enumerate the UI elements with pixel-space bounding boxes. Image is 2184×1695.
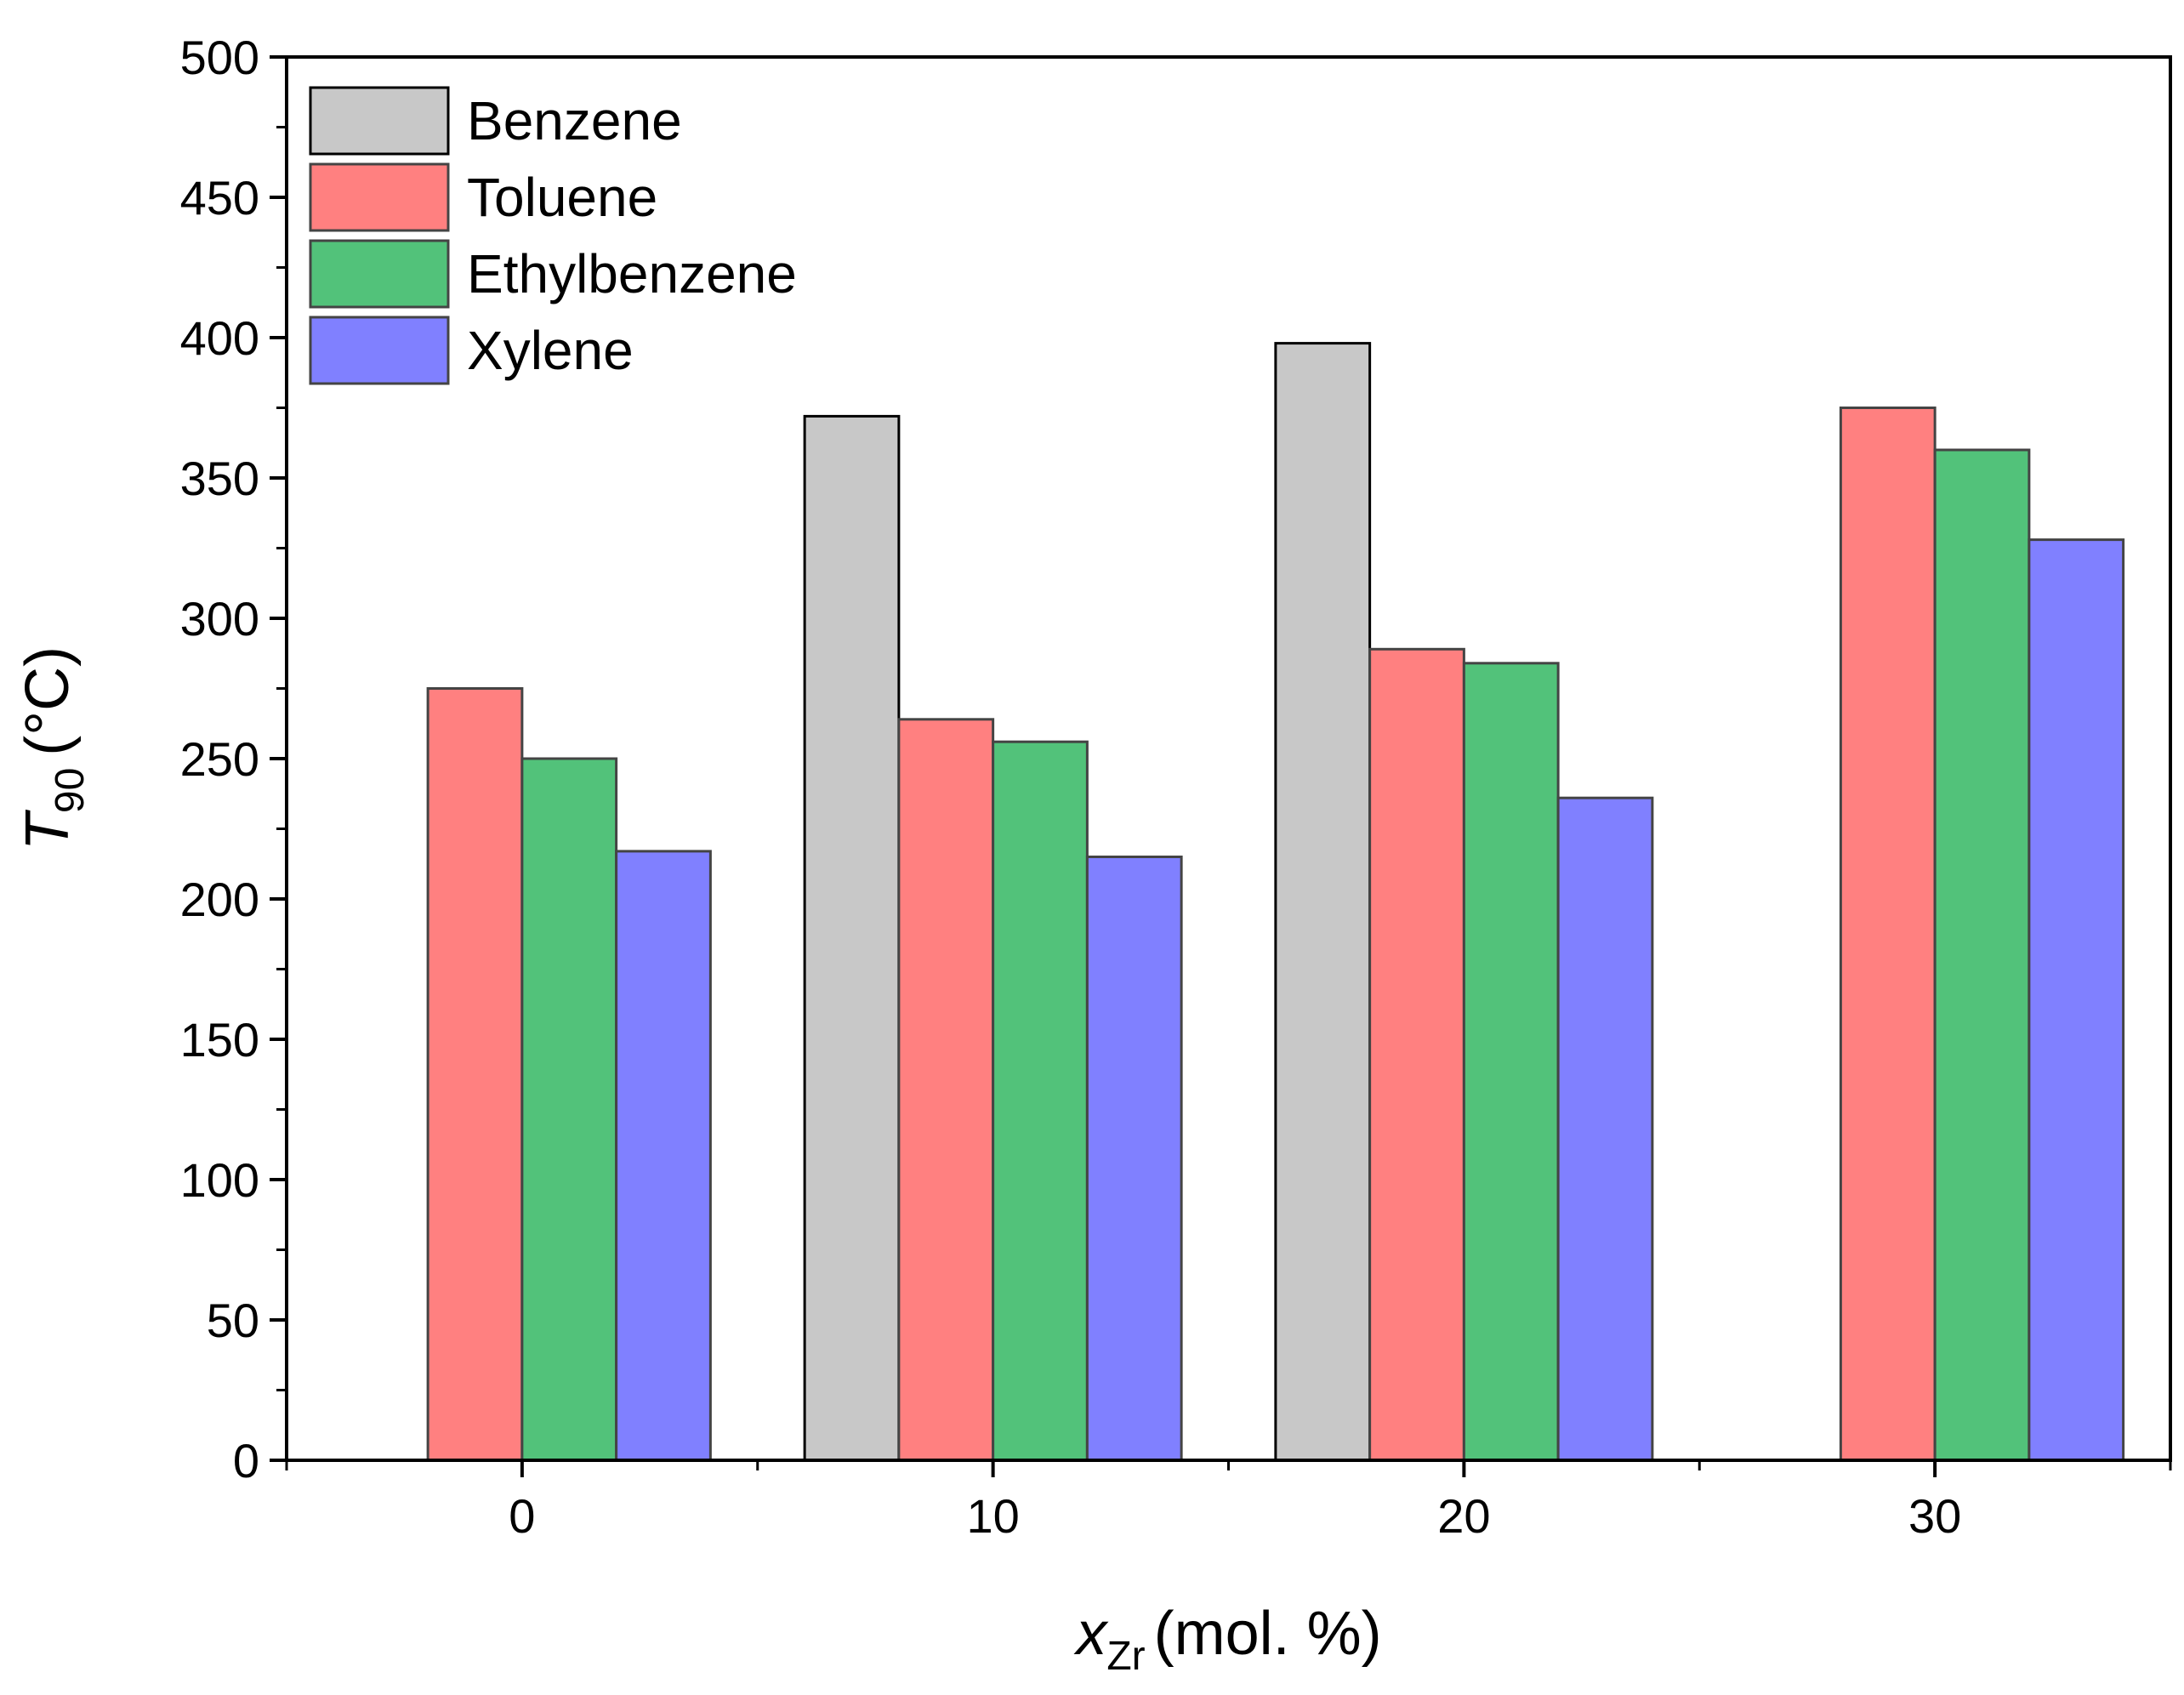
bar-ethylbenzene-10 bbox=[992, 740, 1089, 1462]
x-axis-label-rest: (mol. %) bbox=[1154, 1600, 1382, 1668]
y-tick-label: 250 bbox=[180, 732, 259, 786]
y-tick-label: 500 bbox=[180, 31, 259, 84]
y-tick-label: 350 bbox=[180, 452, 259, 505]
x-tick-label: 20 bbox=[1437, 1489, 1490, 1543]
bar-ethylbenzene-20 bbox=[1462, 662, 1560, 1462]
x-tick-label: 0 bbox=[509, 1489, 535, 1543]
bar-xylene-0 bbox=[615, 850, 712, 1462]
x-axis-label-sub: Zr bbox=[1106, 1634, 1145, 1679]
y-axis-label-rest: (°C) bbox=[14, 646, 82, 756]
x-axis-label: xZr (mol. %) bbox=[1073, 1600, 1381, 1679]
y-tick-label: 400 bbox=[180, 311, 259, 365]
legend: Benzene Toluene Ethylbenzene Xylene bbox=[309, 86, 797, 385]
y-tick-label: 50 bbox=[207, 1294, 259, 1347]
bar-toluene-0 bbox=[426, 687, 524, 1462]
x-axis-ticks: 0 10 20 30 bbox=[285, 1460, 2172, 1543]
legend-label-xylene: Xylene bbox=[467, 320, 634, 381]
bar-xylene-20 bbox=[1556, 796, 1654, 1462]
y-tick-label: 300 bbox=[180, 592, 259, 646]
x-tick-label: 30 bbox=[1908, 1489, 1961, 1543]
y-tick-label: 200 bbox=[180, 873, 259, 926]
bar-ethylbenzene-30 bbox=[1933, 448, 2031, 1462]
legend-swatch-xylene bbox=[309, 316, 450, 385]
bar-xylene-30 bbox=[2028, 538, 2125, 1462]
bar-xylene-10 bbox=[1085, 856, 1183, 1462]
bars-layer bbox=[426, 342, 2125, 1462]
bar-toluene-10 bbox=[897, 718, 995, 1462]
legend-label-toluene: Toluene bbox=[467, 167, 657, 228]
bar-toluene-30 bbox=[1839, 407, 1937, 1462]
bar-benzene-10 bbox=[803, 414, 901, 1462]
legend-label-ethylbenzene: Ethylbenzene bbox=[467, 243, 797, 304]
y-tick-label: 0 bbox=[233, 1434, 259, 1487]
legend-swatch-ethylbenzene bbox=[309, 239, 450, 309]
y-tick-label: 100 bbox=[180, 1153, 259, 1207]
y-axis-label-sub: 90 bbox=[48, 768, 93, 813]
bar-toluene-20 bbox=[1368, 647, 1465, 1462]
y-axis-label-var: T bbox=[14, 809, 82, 850]
y-axis-ticks: 0 50 100 150 200 250 300 350 400 450 500 bbox=[180, 31, 287, 1487]
y-tick-label: 150 bbox=[180, 1013, 259, 1066]
y-tick-label: 450 bbox=[180, 171, 259, 225]
legend-swatch-toluene bbox=[309, 162, 450, 232]
x-axis-label-var: x bbox=[1073, 1600, 1109, 1668]
legend-swatch-benzene bbox=[309, 86, 450, 156]
x-tick-label: 10 bbox=[966, 1489, 1019, 1543]
y-axis-label: T90 (°C) bbox=[14, 646, 93, 850]
bar-benzene-20 bbox=[1274, 342, 1372, 1462]
bar-ethylbenzene-0 bbox=[520, 757, 618, 1462]
legend-label-benzene: Benzene bbox=[467, 90, 682, 151]
